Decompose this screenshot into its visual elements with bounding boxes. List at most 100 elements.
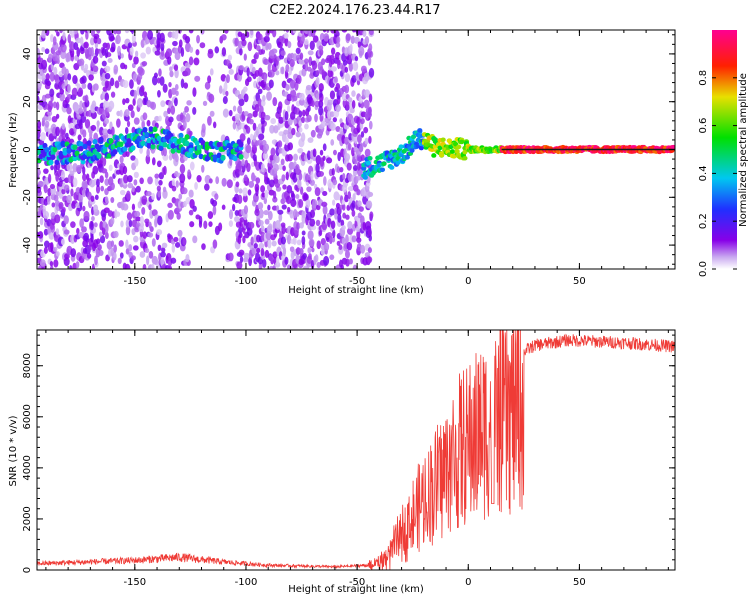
noise-blob: [131, 33, 136, 44]
noise-blob: [116, 118, 121, 128]
colorbar-tick-label: 0.8: [698, 70, 709, 86]
noise-blob: [351, 235, 357, 243]
noise-blob: [127, 175, 133, 183]
noise-blob: [157, 215, 163, 226]
noise-blob: [298, 120, 303, 128]
noise-blob: [306, 94, 313, 105]
noise-blob: [138, 67, 145, 76]
noise-blob: [262, 94, 266, 102]
noise-blob: [115, 211, 121, 218]
noise-blob: [95, 184, 101, 194]
noise-blob: [79, 100, 83, 109]
noise-blob: [325, 157, 333, 164]
noise-blob: [352, 264, 358, 269]
noise-blob: [63, 229, 70, 235]
noise-blob: [117, 45, 121, 56]
tone-blob: [86, 140, 92, 146]
noise-blob: [272, 190, 277, 199]
noise-blob: [75, 261, 80, 269]
noise-blob: [298, 172, 303, 181]
noise-blob: [292, 236, 297, 246]
noise-blob: [238, 249, 245, 256]
noise-blob: [301, 230, 306, 236]
noise-blob: [40, 132, 46, 142]
noise-blob: [43, 246, 48, 254]
noise-blob: [367, 200, 373, 209]
noise-blob: [287, 41, 292, 49]
noise-blob: [362, 221, 367, 231]
noise-blob: [192, 87, 197, 97]
noise-blob: [297, 178, 302, 189]
noise-blob: [188, 189, 194, 198]
noise-blob: [290, 79, 296, 89]
spectrogram-xlabel: Height of straight line (km): [288, 285, 424, 296]
noise-blob: [95, 238, 101, 245]
noise-blob: [263, 143, 270, 152]
noise-blob: [296, 222, 300, 230]
noise-blob: [78, 107, 84, 114]
noise-blob: [315, 163, 320, 173]
noise-blob: [104, 171, 109, 179]
noise-blob: [299, 186, 304, 195]
tone-blob: [367, 155, 373, 161]
noise-blob: [243, 93, 249, 103]
tone-blob: [238, 154, 244, 160]
noise-blob: [327, 99, 334, 106]
noise-blob: [277, 41, 283, 49]
noise-blob: [345, 214, 350, 220]
noise-blob: [50, 165, 54, 171]
noise-blob: [66, 106, 72, 115]
tone-blob: [78, 145, 84, 152]
noise-blob: [255, 177, 261, 184]
noise-blob: [44, 120, 50, 128]
noise-blob: [330, 220, 336, 230]
noise-blob: [357, 134, 362, 144]
noise-blob: [255, 126, 259, 136]
noise-blob: [344, 66, 349, 73]
tone-blob: [58, 150, 64, 157]
noise-blob: [189, 46, 194, 53]
snr-panel: -150 -100 -50 0 50 0 2000 4000 6000 8000 Height o…: [8, 329, 676, 595]
noise-blob: [104, 65, 111, 73]
snr-ytick-label: 2000: [22, 506, 33, 531]
noise-blob: [78, 58, 85, 66]
noise-blob: [192, 106, 197, 115]
noise-blob: [160, 42, 165, 52]
noise-blob: [81, 75, 87, 84]
noise-blob: [145, 191, 152, 197]
noise-blob: [183, 82, 189, 89]
noise-blob: [356, 230, 361, 240]
tone-blob: [454, 148, 460, 154]
noise-blob: [322, 155, 326, 161]
noise-blob: [363, 126, 369, 134]
noise-blob: [330, 66, 337, 72]
noise-blob: [101, 226, 106, 236]
noise-blob: [156, 160, 162, 168]
noise-blob: [44, 48, 50, 55]
noise-blob: [142, 112, 148, 121]
noise-blob: [336, 240, 341, 246]
noise-blob: [37, 67, 41, 77]
noise-blob: [113, 244, 117, 253]
snr-ytick-label: 0: [22, 567, 33, 573]
spectrogram-data: [37, 30, 675, 269]
noise-blob: [353, 158, 358, 165]
noise-blob: [298, 247, 304, 255]
snr-ytick-label: 8000: [22, 353, 33, 378]
noise-blob: [203, 220, 208, 230]
noise-blob: [286, 234, 292, 245]
noise-blob: [50, 211, 56, 219]
noise-blob: [300, 132, 306, 143]
noise-blob: [307, 230, 314, 240]
noise-blob: [221, 47, 227, 57]
noise-blob: [285, 195, 292, 205]
noise-blob: [272, 251, 278, 259]
noise-blob: [93, 83, 99, 91]
noise-blob: [329, 54, 335, 61]
noise-blob: [248, 221, 255, 229]
noise-blob: [43, 183, 48, 194]
noise-blob: [157, 77, 161, 84]
noise-blob: [63, 257, 70, 267]
noise-blob: [151, 75, 158, 86]
noise-blob: [180, 78, 185, 89]
